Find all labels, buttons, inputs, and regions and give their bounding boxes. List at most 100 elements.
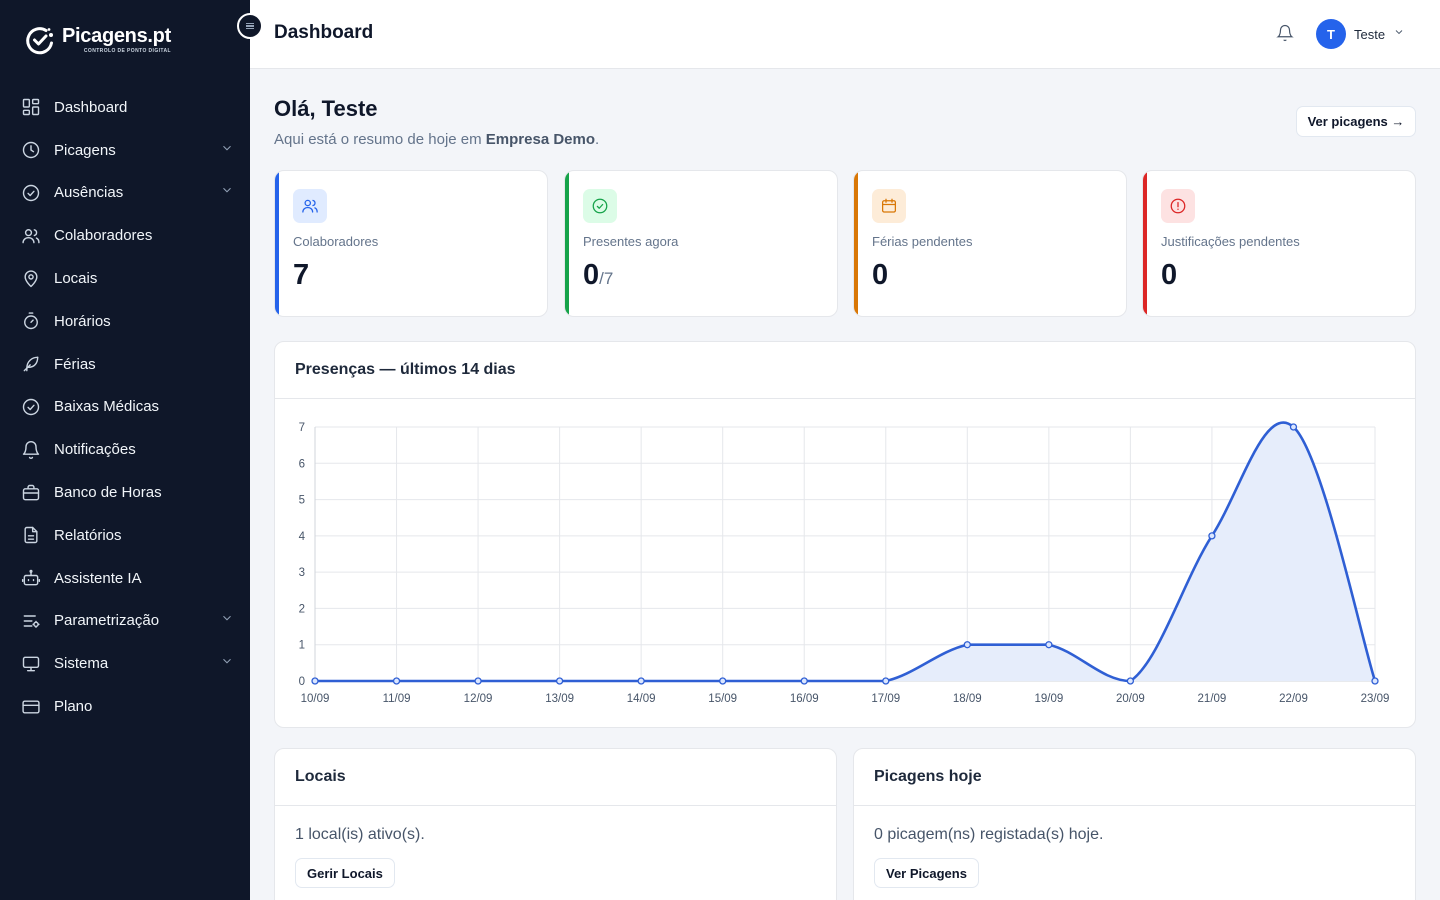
presencas-chart: 0 1 2 3 4 5 6 7 10/09 11/09 12/09 13/09 14/09 15/09 16…	[299, 421, 1390, 705]
sidebar-collapse-button[interactable]	[237, 13, 263, 39]
clock-icon	[20, 139, 42, 161]
sidebar-item-baixas-medicas[interactable]: Baixas Médicas	[0, 386, 250, 429]
series-area	[315, 422, 1375, 681]
sidebar-item-plano[interactable]: Plano	[0, 685, 250, 728]
data-point	[1126, 677, 1135, 685]
sidebar-item-label: Relatórios	[54, 526, 122, 544]
logo-check-icon	[26, 27, 53, 55]
x-tick-label: 22/09	[1279, 693, 1308, 705]
y-tick-label: 6	[299, 458, 305, 470]
gerir-locais-button[interactable]: Gerir Locais	[295, 858, 395, 888]
stat-label: Presentes agora	[583, 234, 679, 249]
alert-circle-icon	[1161, 189, 1195, 223]
data-point	[311, 677, 319, 685]
sidebar-item-picagens[interactable]: Picagens	[0, 129, 250, 172]
x-tick-label: 10/09	[301, 693, 330, 705]
credit-card-icon	[20, 696, 42, 718]
greeting: Olá, Teste	[274, 96, 378, 121]
greeting-subtitle: Aqui está o resumo de hoje em Empresa De…	[274, 131, 599, 148]
y-tick-label: 4	[299, 531, 306, 543]
brand-logo[interactable]: Picagens.pt CONTROLO DE PONTO DIGITAL	[24, 24, 171, 56]
locais-card: Locais 1 local(is) ativo(s). Gerir Locai…	[274, 748, 837, 900]
stat-value: 0	[1161, 259, 1177, 292]
stat-accent-bar	[275, 171, 279, 316]
sidebar-item-banco-de-horas[interactable]: Banco de Horas	[0, 471, 250, 514]
x-tick-label: 16/09	[790, 693, 819, 705]
check-circle-icon	[583, 189, 617, 223]
stat-value-number: 0	[1161, 259, 1178, 291]
ver-picagens-card-button[interactable]: Ver Picagens	[874, 858, 979, 888]
data-point	[392, 677, 401, 685]
sidebar-item-dashboard[interactable]: Dashboard	[0, 86, 250, 129]
grid-icon	[20, 96, 42, 118]
stat-value-number: 7	[293, 259, 310, 291]
stat-accent-bar	[854, 171, 858, 316]
y-tick-label: 5	[299, 495, 305, 507]
sidebar-item-label: Picagens	[54, 141, 116, 159]
stat-label: Justificações pendentes	[1161, 234, 1300, 249]
sidebar-item-notificacoes[interactable]: Notificações	[0, 428, 250, 471]
calendar-icon	[872, 189, 906, 223]
x-tick-label: 15/09	[708, 693, 737, 705]
chevron-down-icon[interactable]	[220, 654, 234, 673]
sidebar-item-label: Banco de Horas	[54, 484, 162, 502]
stat-accent-bar	[565, 171, 569, 316]
feather-icon	[20, 353, 42, 375]
bell-icon	[1276, 24, 1294, 42]
y-tick-label: 0	[299, 676, 305, 688]
stat-value: 0	[872, 259, 888, 292]
sidebar: Picagens.pt CONTROLO DE PONTO DIGITAL Da…	[0, 0, 250, 900]
sidebar-item-label: Baixas Médicas	[54, 398, 160, 416]
data-point	[1045, 641, 1053, 649]
x-tick-label: 23/09	[1361, 693, 1390, 705]
ver-picagens-button[interactable]: Ver picagens →	[1296, 106, 1416, 137]
sidebar-nav: Dashboard Picagens Ausências Colaboradores L…	[0, 86, 250, 728]
chart-title: Presenças — últimos 14 dias	[275, 342, 1415, 399]
stat-card-justificacoes-pendentes: Justificações pendentes 0	[1142, 170, 1416, 317]
y-tick-label: 7	[299, 422, 305, 434]
locais-text: 1 local(is) ativo(s).	[295, 826, 425, 843]
data-point	[474, 677, 482, 685]
sidebar-item-label: Sistema	[54, 655, 109, 673]
stat-accent-bar	[1143, 171, 1147, 316]
sidebar-item-parametrizacao[interactable]: Parametrização	[0, 600, 250, 643]
brand-tagline: CONTROLO DE PONTO DIGITAL	[83, 48, 171, 54]
stat-card-ferias-pendentes: Férias pendentes 0	[853, 170, 1127, 317]
x-tick-label: 12/09	[464, 693, 493, 705]
stat-value: 7	[293, 259, 309, 292]
picagens-hoje-card: Picagens hoje 0 picagem(ns) registada(s)…	[853, 748, 1416, 900]
settings-list-icon	[20, 610, 42, 632]
sidebar-item-horarios[interactable]: Horários	[0, 300, 250, 343]
company-name: Empresa Demo	[485, 131, 596, 148]
x-tick-label: 19/09	[1034, 693, 1063, 705]
avatar: T	[1316, 19, 1346, 49]
sidebar-item-label: Dashboard	[54, 98, 128, 116]
sidebar-item-assistente-ia[interactable]: Assistente IA	[0, 557, 250, 600]
map-pin-icon	[20, 268, 42, 290]
sidebar-item-sistema[interactable]: Sistema	[0, 642, 250, 685]
sidebar-item-ferias[interactable]: Férias	[0, 343, 250, 386]
sidebar-item-label: Colaboradores	[54, 227, 153, 245]
sidebar-item-label: Ausências	[54, 184, 124, 202]
chart-card: Presenças — últimos 14 dias 0 1 2 3 4 5 6 7 10/0…	[274, 341, 1416, 728]
chevron-down-icon[interactable]	[220, 183, 234, 202]
sidebar-item-colaboradores[interactable]: Colaboradores	[0, 214, 250, 257]
sidebar-item-locais[interactable]: Locais	[0, 257, 250, 300]
subtitle-prefix: Aqui está o resumo de hoje em	[274, 131, 486, 148]
timer-icon	[20, 310, 42, 332]
user-menu[interactable]: T Teste	[1316, 19, 1405, 49]
stat-value: 0/7	[583, 259, 613, 292]
stat-value-number: 0	[872, 259, 889, 291]
users-icon	[20, 225, 42, 247]
chevron-down-icon[interactable]	[220, 141, 234, 160]
stat-card-colaboradores: Colaboradores 7	[274, 170, 548, 317]
sidebar-item-ausencias[interactable]: Ausências	[0, 172, 250, 215]
sidebar-item-relatorios[interactable]: Relatórios	[0, 514, 250, 557]
stat-label: Férias pendentes	[872, 234, 973, 249]
user-name: Teste	[1354, 26, 1386, 42]
stat-value-number: 0	[583, 259, 600, 291]
check-circle-icon	[20, 182, 42, 204]
stat-label: Colaboradores	[293, 234, 379, 249]
notifications-button[interactable]	[1276, 24, 1296, 44]
chevron-down-icon[interactable]	[220, 611, 234, 630]
